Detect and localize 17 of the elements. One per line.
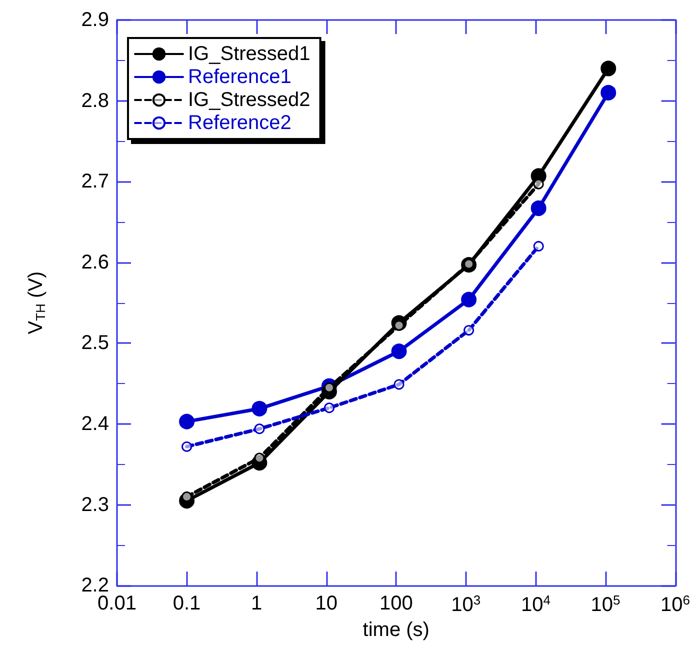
x-tick-label: 0.1 [172, 592, 201, 615]
x-axis-title: time (s) [362, 619, 430, 641]
x-tick-label: 100 [379, 592, 413, 615]
y-tick-label: 2.4 [81, 413, 109, 435]
y-tick-label: 2.3 [81, 494, 109, 516]
x-tick-label: 1 [251, 592, 262, 615]
y-tick-label: 2.9 [81, 9, 109, 31]
legend-label: IG_Stressed1 [188, 43, 310, 65]
x-tick-label: 10 [315, 592, 338, 615]
y-tick-label: 2.8 [81, 90, 109, 112]
legend-label: Reference2 [188, 112, 292, 134]
legend-label: Reference1 [188, 66, 292, 88]
y-tick-label: 2.6 [81, 251, 109, 274]
legend-label: IG_Stressed2 [188, 89, 310, 111]
y-tick-label: 2.7 [81, 170, 109, 193]
y-tick-label: 2.5 [81, 332, 109, 354]
y-axis-title: VTH (V) [25, 271, 48, 334]
